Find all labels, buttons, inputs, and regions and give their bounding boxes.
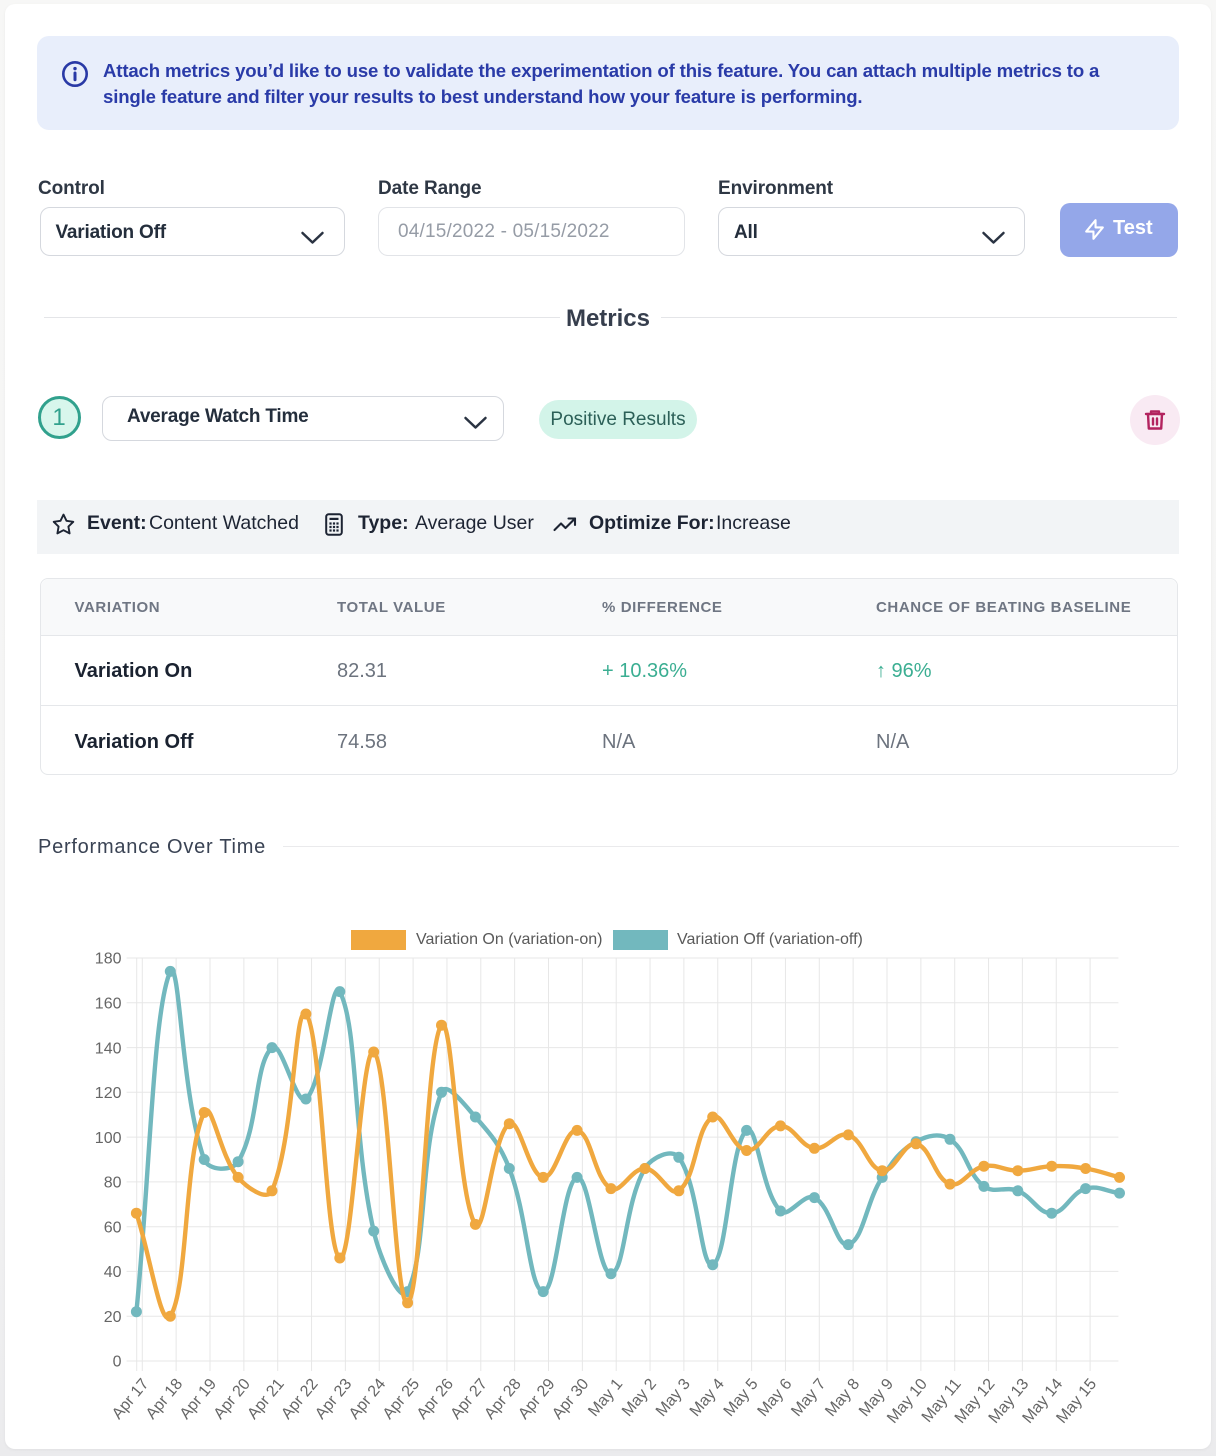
svg-text:May 8: May 8 xyxy=(822,1376,863,1420)
svg-text:May 1: May 1 xyxy=(585,1376,626,1420)
svg-text:May 4: May 4 xyxy=(687,1376,728,1420)
svg-text:Variation On (variation-on): Variation On (variation-on) xyxy=(416,931,602,948)
svg-text:May 2: May 2 xyxy=(619,1376,660,1420)
svg-text:Apr 27: Apr 27 xyxy=(448,1376,491,1423)
svg-text:60: 60 xyxy=(104,1219,122,1236)
svg-text:20: 20 xyxy=(104,1309,122,1326)
svg-text:Apr 30: Apr 30 xyxy=(549,1376,592,1423)
svg-text:80: 80 xyxy=(104,1175,122,1192)
svg-text:Apr 17: Apr 17 xyxy=(109,1376,152,1423)
svg-text:0: 0 xyxy=(113,1354,122,1371)
svg-text:May 6: May 6 xyxy=(755,1376,796,1420)
svg-text:180: 180 xyxy=(95,951,122,968)
svg-text:Apr 29: Apr 29 xyxy=(515,1376,558,1423)
svg-text:Apr 24: Apr 24 xyxy=(346,1376,389,1423)
svg-text:140: 140 xyxy=(95,1040,122,1057)
svg-text:Apr 19: Apr 19 xyxy=(177,1376,220,1423)
svg-text:Apr 25: Apr 25 xyxy=(380,1376,423,1423)
svg-text:40: 40 xyxy=(104,1264,122,1281)
svg-text:May 3: May 3 xyxy=(653,1376,694,1420)
svg-text:May 7: May 7 xyxy=(788,1376,829,1420)
svg-text:Variation Off (variation-off): Variation Off (variation-off) xyxy=(677,931,863,948)
svg-text:May 5: May 5 xyxy=(721,1376,762,1420)
svg-text:Apr 21: Apr 21 xyxy=(244,1376,287,1423)
svg-text:120: 120 xyxy=(95,1085,122,1102)
svg-text:100: 100 xyxy=(95,1130,122,1147)
svg-text:160: 160 xyxy=(95,996,122,1013)
